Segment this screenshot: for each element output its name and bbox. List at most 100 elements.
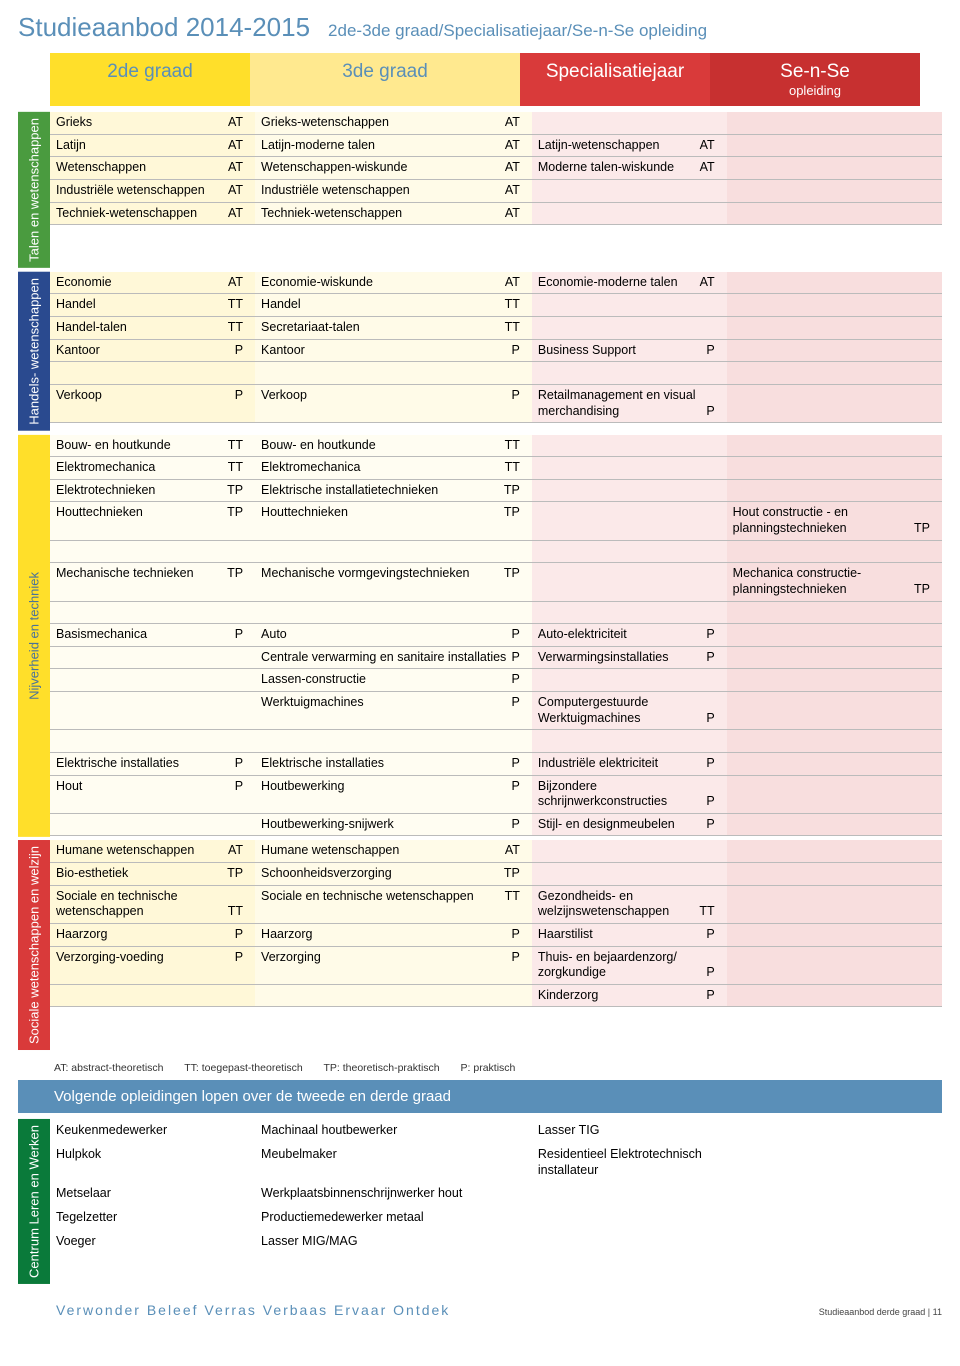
table-cell	[727, 692, 942, 730]
table-cell: GrieksAT	[50, 112, 255, 134]
table-row: KinderzorgP	[50, 984, 942, 1007]
cell-code: P	[512, 627, 526, 643]
table-cell: Mechanica constructie-planningstechnieke…	[727, 563, 942, 601]
table-row: MetselaarWerkplaatsbinnenschrijnwerker h…	[50, 1182, 942, 1206]
cell-label: Mechanische vormgevingstechnieken	[261, 566, 469, 580]
table-cell	[532, 669, 727, 692]
cell-label: Grieks	[56, 115, 92, 129]
cell-code: P	[706, 794, 720, 810]
cell-code: TT	[505, 297, 526, 313]
table-cell: Sociale en technische wetenschappenTT	[50, 885, 255, 923]
table-cell: Industriële wetenschappenAT	[255, 179, 532, 202]
vtab-sociale: Sociale wetenschappen en welzijn	[18, 840, 50, 1050]
legend-tp: TP: theoretisch-praktisch	[323, 1062, 439, 1074]
cell-code: TP	[227, 866, 249, 882]
table-cell: VerzorgingP	[255, 946, 532, 984]
table-cell: HouttechniekenTP	[255, 502, 532, 540]
table-cell	[532, 362, 727, 385]
table-cell: Hout constructie - en planningstechnieke…	[727, 502, 942, 540]
cell-code: AT	[228, 183, 249, 199]
cell-code: P	[512, 817, 526, 833]
cell-label: Centrale verwarming en sanitaire install…	[261, 650, 506, 664]
legend-tt: TT: toegepast-theoretisch	[184, 1062, 302, 1074]
table-row: HaarzorgPHaarzorgPHaarstilistP	[50, 923, 942, 946]
cell-label: Sociale en technische wetenschappen	[261, 889, 474, 903]
column-headers: 2de graad 3de graad Specialisatiejaar Se…	[18, 53, 942, 106]
cell-label: Moderne talen-wiskunde	[538, 160, 674, 174]
table-cell: Centrale verwarming en sanitaire install…	[255, 646, 532, 669]
table-cell	[727, 1206, 942, 1230]
cell-label: Verkoop	[56, 388, 102, 402]
cell-code: P	[512, 650, 526, 666]
cell-label: Verkoop	[261, 388, 307, 402]
cell-label: Kantoor	[261, 343, 305, 357]
table-cell: HandelTT	[255, 294, 532, 317]
vtab-handel: Handels- wetenschappen	[18, 272, 50, 431]
cell-label: Verzorging-voeding	[56, 950, 164, 964]
table-cell	[727, 923, 942, 946]
table-cell	[255, 540, 532, 563]
table-row	[50, 362, 942, 385]
table-cell	[255, 601, 532, 624]
table-cell	[727, 813, 942, 836]
table-row: Humane wetenschappenATHumane wetenschapp…	[50, 840, 942, 862]
table-cell: Moderne talen-wiskundeAT	[532, 157, 727, 180]
table-row: Industriële wetenschappenATIndustriële w…	[50, 179, 942, 202]
cell-code: AT	[505, 138, 526, 154]
cell-code: P	[706, 988, 720, 1004]
footer: Verwonder Beleef Verras Verbaas Ervaar O…	[18, 1288, 942, 1322]
cell-label: Techniek-wetenschappen	[261, 206, 402, 220]
table-cell	[50, 813, 255, 836]
section-sociale: Sociale wetenschappen en welzijn Humane …	[18, 840, 942, 1050]
table-cell: Elektrische installatiesP	[50, 752, 255, 775]
table-cell	[727, 157, 942, 180]
header-specialisatiejaar: Specialisatiejaar	[520, 53, 710, 106]
cell-label: Houtbewerking-snijwerk	[261, 817, 394, 831]
table-row: HulpkokMeubelmakerResidentieel Elektrote…	[50, 1143, 942, 1182]
cell-label: Wetenschappen-wiskunde	[261, 160, 407, 174]
cell-code: TP	[227, 483, 249, 499]
cell-label: Kantoor	[56, 343, 100, 357]
table-cell	[50, 601, 255, 624]
main-title: Studieaanbod 2014-2015	[18, 12, 310, 43]
table-cell: Lasser TIG	[532, 1119, 727, 1143]
cell-label: Thuis- en bejaardenzorg/ zorgkundige	[538, 950, 677, 980]
table-cell	[727, 840, 942, 862]
section-clw: Centrum Leren en Werken Keukenmedewerker…	[18, 1119, 942, 1284]
cell-label: Haarzorg	[56, 927, 107, 941]
table-cell: Wetenschappen-wiskundeAT	[255, 157, 532, 180]
table-cell: HoutP	[50, 775, 255, 813]
table-cell	[727, 339, 942, 362]
cell-code: TP	[227, 505, 249, 521]
cell-code: AT	[700, 275, 721, 291]
table-cell	[255, 362, 532, 385]
table-cell: Latijn-moderne talenAT	[255, 134, 532, 157]
table-cell: Keukenmedewerker	[50, 1119, 255, 1143]
table-row	[50, 540, 942, 563]
table-cell: Metselaar	[50, 1182, 255, 1206]
table-row: BasismechanicaPAutoPAuto-elektriciteitP	[50, 624, 942, 647]
cell-code: P	[235, 779, 249, 795]
cell-code: TT	[505, 889, 526, 905]
subtitle: 2de-3de graad/Specialisatiejaar/Se-n-Se …	[328, 21, 707, 41]
table-cell: ElektrotechniekenTP	[50, 479, 255, 502]
cell-code: P	[706, 404, 720, 420]
table-cell	[727, 946, 942, 984]
cell-code: P	[512, 950, 526, 966]
table-cell: ElektromechanicaTT	[255, 457, 532, 480]
header-se-n-se-sub: opleiding	[714, 83, 916, 98]
page-number: Studieaanbod derde graad | 11	[819, 1307, 942, 1317]
cell-label: Business Support	[538, 343, 636, 357]
table-cell: Business SupportP	[532, 339, 727, 362]
table-cell: Mechanische techniekenTP	[50, 563, 255, 601]
table-cell: Machinaal houtbewerker	[255, 1119, 532, 1143]
header-se-n-se-main: Se-n-Se	[780, 61, 850, 82]
table-row: VerkoopPVerkoopPRetailmanagement en visu…	[50, 384, 942, 422]
table-row: Bouw- en houtkundeTTBouw- en houtkundeTT	[50, 435, 942, 457]
table-cell: HandelTT	[50, 294, 255, 317]
cell-code: TP	[504, 566, 526, 582]
cell-label: Handel	[56, 297, 96, 311]
cell-label: Elektromechanica	[261, 460, 360, 474]
cell-code: P	[235, 343, 249, 359]
table-cell: Bouw- en houtkundeTT	[255, 435, 532, 457]
